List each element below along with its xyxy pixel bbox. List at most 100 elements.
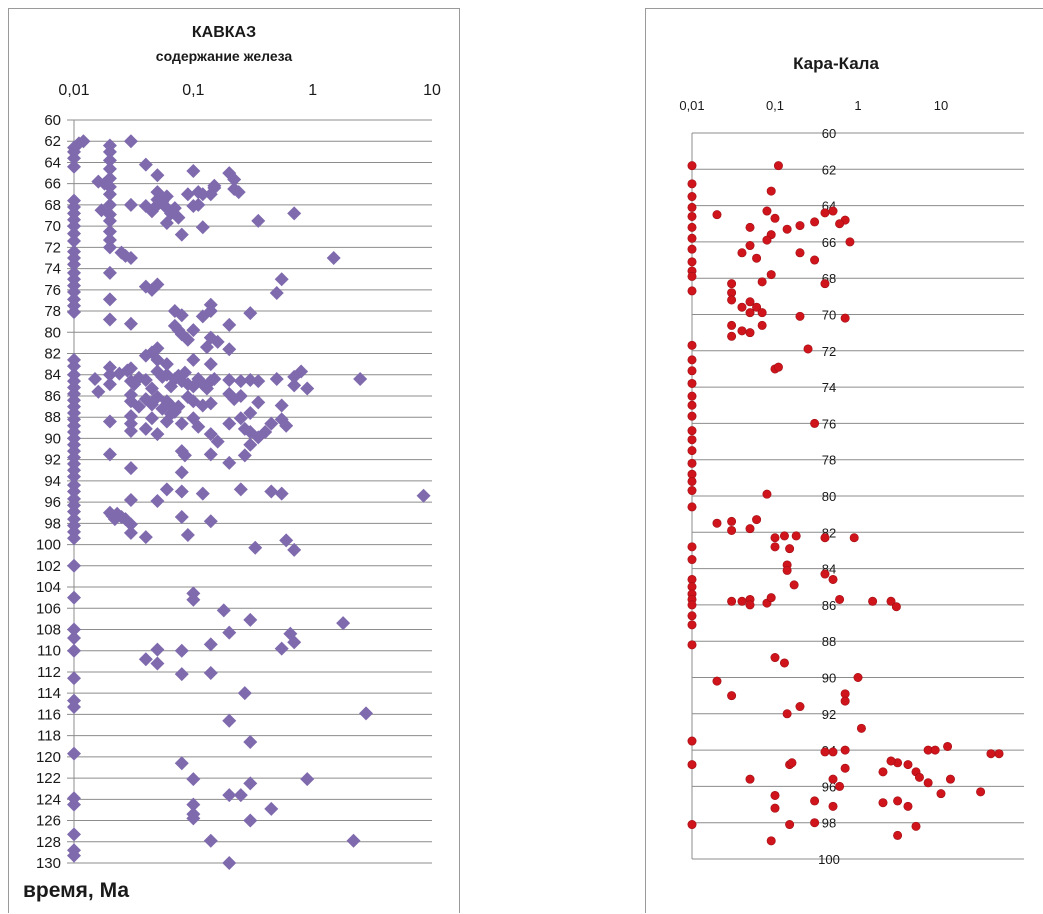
data-point bbox=[222, 625, 237, 640]
data-point bbox=[840, 696, 850, 706]
data-point bbox=[745, 297, 755, 307]
data-point bbox=[936, 789, 946, 799]
data-point bbox=[67, 827, 81, 842]
y-tick-label: 80 bbox=[44, 324, 61, 341]
data-point bbox=[893, 796, 903, 806]
data-point bbox=[195, 309, 210, 324]
data-point bbox=[687, 179, 697, 189]
data-point bbox=[110, 506, 125, 521]
x-tick-label: 0,1 bbox=[182, 82, 204, 99]
data-point bbox=[353, 371, 368, 386]
data-point bbox=[687, 378, 697, 388]
data-point bbox=[687, 366, 697, 376]
data-point bbox=[138, 157, 153, 172]
data-point bbox=[878, 767, 888, 777]
data-point bbox=[233, 788, 248, 803]
y-tick-label: 66 bbox=[822, 235, 836, 250]
data-point bbox=[687, 486, 697, 496]
data-point bbox=[274, 641, 289, 656]
y-tick-label: 70 bbox=[822, 308, 836, 323]
data-point bbox=[174, 416, 189, 431]
data-point bbox=[203, 514, 218, 529]
data-point bbox=[131, 399, 146, 414]
data-point bbox=[274, 272, 289, 287]
data-point bbox=[687, 222, 697, 232]
y-tick-label: 120 bbox=[36, 749, 61, 766]
data-point bbox=[233, 411, 248, 426]
data-point bbox=[687, 161, 697, 171]
data-point bbox=[687, 426, 697, 436]
y-tick-label: 60 bbox=[822, 126, 836, 141]
data-point bbox=[67, 469, 81, 484]
y-tick-label: 122 bbox=[36, 770, 61, 787]
data-point bbox=[186, 323, 201, 338]
data-point bbox=[251, 395, 266, 410]
data-point bbox=[853, 672, 863, 682]
data-point bbox=[737, 596, 747, 606]
data-point bbox=[868, 596, 878, 606]
data-point bbox=[687, 400, 697, 410]
data-point bbox=[712, 676, 722, 686]
data-point bbox=[67, 151, 81, 166]
data-point bbox=[903, 801, 913, 811]
y-tick-label: 104 bbox=[36, 579, 61, 596]
data-point bbox=[766, 836, 776, 846]
data-point bbox=[789, 580, 799, 590]
data-point bbox=[102, 292, 117, 307]
data-point bbox=[828, 206, 838, 216]
data-point bbox=[231, 185, 246, 200]
data-point bbox=[737, 326, 747, 336]
data-point bbox=[687, 555, 697, 565]
data-point bbox=[820, 569, 830, 579]
y-tick-label: 66 bbox=[44, 176, 61, 193]
data-point bbox=[359, 706, 374, 721]
data-point bbox=[687, 202, 697, 212]
data-point bbox=[757, 320, 767, 330]
data-point bbox=[186, 797, 201, 812]
data-point bbox=[67, 848, 81, 863]
data-point bbox=[687, 233, 697, 243]
data-point bbox=[118, 512, 133, 527]
data-point bbox=[174, 667, 189, 682]
data-point bbox=[828, 574, 838, 584]
y-tick-label: 92 bbox=[44, 452, 61, 469]
data-point bbox=[195, 187, 210, 202]
data-point bbox=[195, 486, 210, 501]
y-tick-label: 72 bbox=[822, 344, 836, 359]
data-point bbox=[803, 344, 813, 354]
data-point bbox=[174, 756, 189, 771]
data-point bbox=[123, 416, 138, 431]
data-point bbox=[416, 488, 431, 503]
y-axis-label: время, Ма bbox=[23, 879, 129, 902]
data-point bbox=[782, 565, 792, 575]
data-point bbox=[180, 187, 195, 202]
data-point bbox=[687, 340, 697, 350]
data-point bbox=[687, 640, 697, 650]
data-point bbox=[171, 399, 186, 414]
data-point bbox=[840, 763, 850, 773]
data-point bbox=[820, 208, 830, 218]
data-point bbox=[243, 813, 258, 828]
data-point bbox=[138, 421, 153, 436]
data-point bbox=[138, 373, 153, 388]
data-point bbox=[67, 359, 81, 374]
data-point bbox=[791, 531, 801, 541]
data-point bbox=[945, 774, 955, 784]
chart-title: Кара-Кала bbox=[793, 54, 879, 73]
data-point bbox=[150, 427, 165, 442]
y-tick-label: 94 bbox=[44, 473, 61, 490]
data-point bbox=[203, 637, 218, 652]
data-point bbox=[300, 772, 315, 787]
data-point bbox=[782, 709, 792, 719]
data-point bbox=[727, 295, 737, 305]
data-point bbox=[264, 801, 279, 816]
data-point bbox=[687, 411, 697, 421]
data-point bbox=[199, 340, 214, 355]
y-tick-label: 106 bbox=[36, 600, 61, 617]
data-point bbox=[779, 658, 789, 668]
data-point bbox=[186, 811, 201, 826]
data-point bbox=[67, 590, 81, 605]
y-tick-label: 124 bbox=[36, 791, 61, 808]
data-point bbox=[687, 435, 697, 445]
data-point bbox=[687, 391, 697, 401]
